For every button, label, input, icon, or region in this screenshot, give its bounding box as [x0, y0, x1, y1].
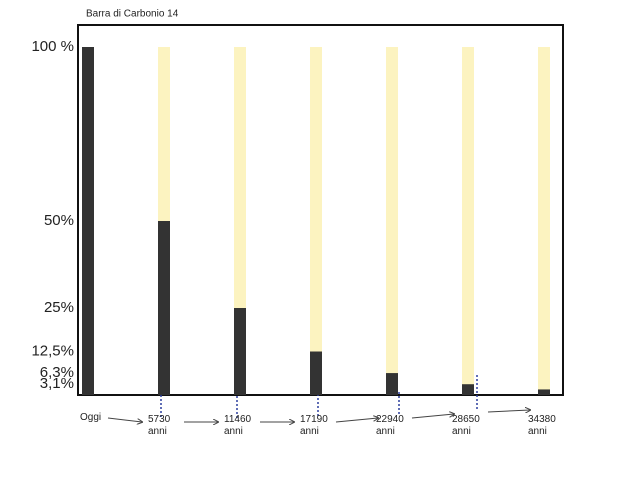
- x-tick-label: 17190 anni: [300, 414, 328, 437]
- bar-track: [538, 47, 550, 395]
- bar: [538, 389, 550, 395]
- bar-track: [462, 47, 474, 395]
- x-tick-label: 34380 anni: [528, 414, 556, 437]
- bar: [386, 373, 398, 395]
- x-tick-label: 5730 anni: [148, 414, 171, 437]
- bar: [158, 221, 170, 395]
- chart-title: Barra di Carbonio 14: [86, 9, 179, 20]
- x-tick-label: Oggi: [80, 412, 102, 423]
- arrows: [107, 410, 530, 422]
- y-tick-label: 3,1%: [40, 375, 74, 392]
- bar: [82, 47, 94, 395]
- bar: [310, 351, 322, 395]
- x-tick-label: 22940 anni: [376, 414, 404, 437]
- y-tick-label: 6,3%: [40, 364, 74, 381]
- x-tick-label: 11460 anni: [224, 414, 252, 437]
- dotted-markers: [160, 374, 478, 418]
- x-tick-label: 28650 anni: [452, 414, 480, 437]
- y-tick-label: 25%: [44, 299, 74, 316]
- bar-track: [310, 47, 322, 395]
- bar: [462, 384, 474, 395]
- bar-track: [386, 47, 398, 395]
- y-tick-label: 50%: [44, 212, 74, 229]
- y-tick-label: 100 %: [31, 38, 74, 55]
- bar: [234, 308, 246, 395]
- y-tick-label: 12,5%: [31, 342, 74, 359]
